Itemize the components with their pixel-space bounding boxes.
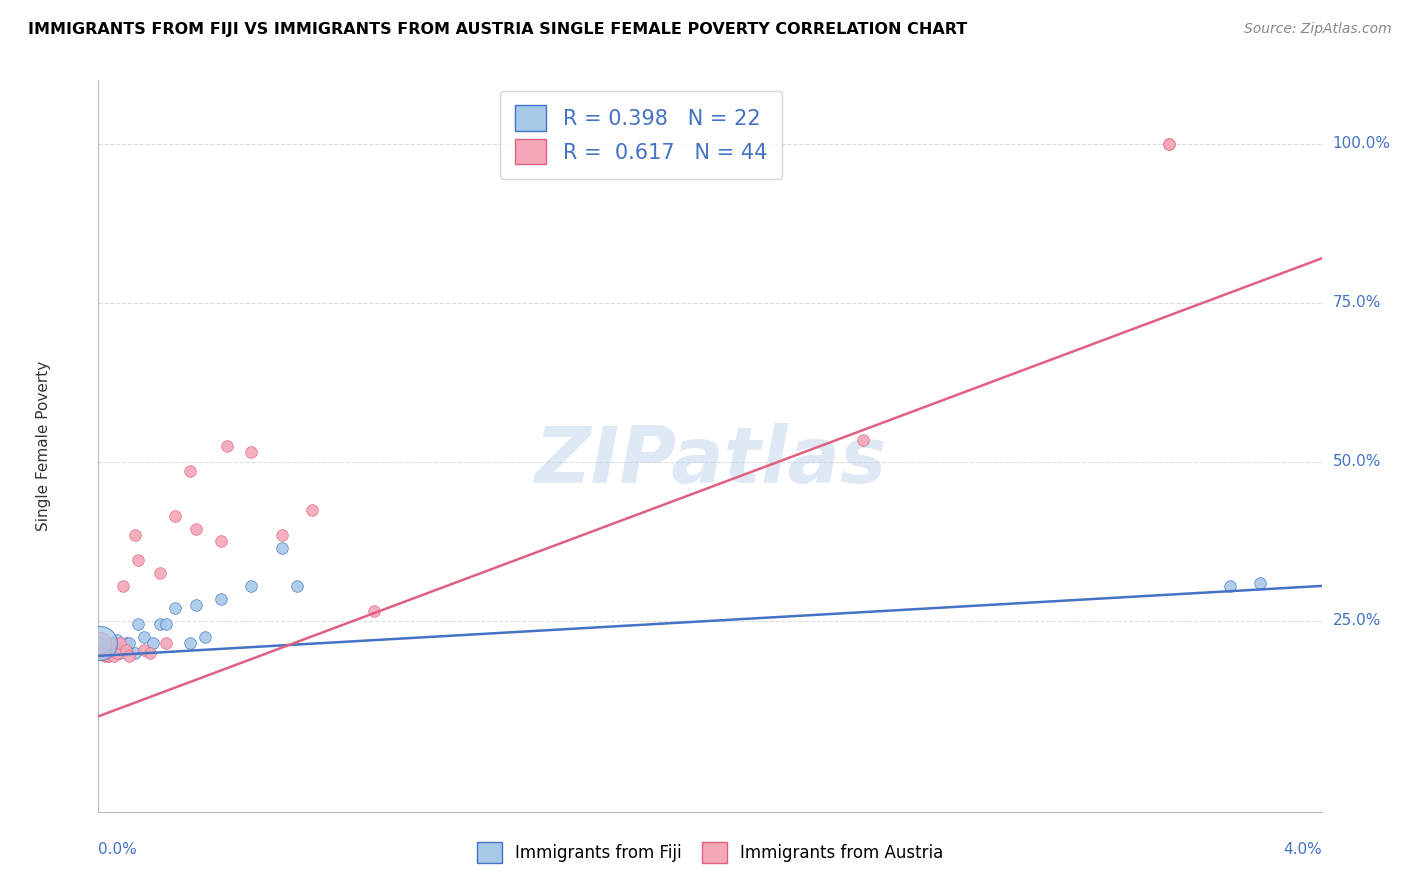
Point [149, 617, 172, 632]
Point [115, 642, 138, 657]
Point [124, 646, 146, 660]
Point [155, 617, 177, 632]
Point [127, 617, 149, 632]
Point [1249, 575, 1271, 590]
Point [363, 604, 385, 618]
Point [194, 630, 217, 644]
Text: ZIPatlas: ZIPatlas [534, 423, 886, 499]
Point [240, 579, 263, 593]
Text: 75.0%: 75.0% [1333, 295, 1381, 310]
Point [852, 433, 875, 447]
Point [209, 591, 232, 606]
Point [209, 534, 232, 549]
Point [1157, 136, 1180, 151]
Point [163, 508, 186, 523]
Point [155, 636, 177, 650]
Text: Source: ZipAtlas.com: Source: ZipAtlas.com [1244, 22, 1392, 37]
Legend: Immigrants from Fiji, Immigrants from Austria: Immigrants from Fiji, Immigrants from Au… [470, 836, 950, 869]
Point [134, 630, 156, 644]
Point [118, 648, 141, 663]
Point [89, 636, 111, 650]
Point [97, 648, 120, 663]
Point [1219, 579, 1241, 593]
Point [89, 636, 111, 650]
Point [93, 642, 115, 657]
Point [149, 566, 172, 581]
Point [240, 445, 263, 459]
Point [90, 646, 112, 660]
Point [115, 636, 138, 650]
Point [127, 553, 149, 567]
Text: 4.0%: 4.0% [1282, 842, 1322, 857]
Point [111, 579, 134, 593]
Text: 25.0%: 25.0% [1333, 614, 1381, 628]
Point [142, 636, 165, 650]
Point [108, 646, 131, 660]
Point [105, 646, 128, 660]
Point [124, 528, 146, 542]
Point [179, 465, 201, 479]
Point [215, 439, 238, 453]
Point [103, 648, 125, 663]
Text: IMMIGRANTS FROM FIJI VS IMMIGRANTS FROM AUSTRIA SINGLE FEMALE POVERTY CORRELATIO: IMMIGRANTS FROM FIJI VS IMMIGRANTS FROM … [28, 22, 967, 37]
Point [89, 646, 111, 660]
Point [105, 632, 128, 647]
Point [108, 636, 131, 650]
Text: 100.0%: 100.0% [1333, 136, 1391, 152]
Point [100, 636, 122, 650]
Point [93, 648, 115, 663]
Point [301, 502, 323, 516]
Point [179, 636, 201, 650]
Point [97, 648, 120, 663]
Point [118, 636, 141, 650]
Point [186, 522, 208, 536]
Point [89, 636, 111, 650]
Point [186, 598, 208, 612]
Text: 0.0%: 0.0% [98, 842, 138, 857]
Point [1157, 136, 1180, 151]
Point [163, 601, 186, 615]
Point [134, 642, 156, 657]
Point [103, 636, 125, 650]
Point [270, 528, 294, 542]
Text: 50.0%: 50.0% [1333, 454, 1381, 469]
Point [285, 579, 308, 593]
Point [139, 646, 162, 660]
Point [270, 541, 294, 555]
Text: Single Female Poverty: Single Female Poverty [37, 361, 51, 531]
